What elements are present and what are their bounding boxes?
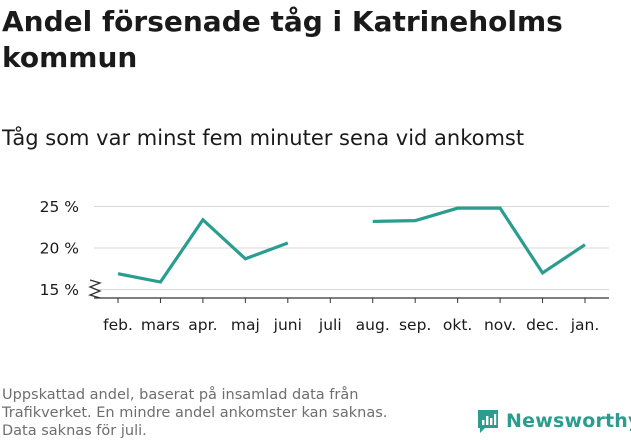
chart-title: Andel försenade tåg i Katrineholms kommu…: [2, 5, 563, 74]
brand-name: Newsworthy: [506, 410, 631, 432]
x-tick-label: maj: [231, 316, 260, 334]
x-tick-label: apr.: [188, 316, 217, 334]
x-tick-label: feb.: [103, 316, 133, 334]
x-tick-label: dec.: [526, 316, 559, 334]
footer-line: Uppskattad andel, baserat på insamlad da…: [2, 387, 359, 403]
x-tick-label: nov.: [484, 316, 516, 334]
y-tick-label: 25 %: [40, 198, 79, 216]
newsworthy-logo-icon: [478, 410, 498, 433]
x-tick-label: sep.: [399, 316, 431, 334]
x-tick-label: okt.: [443, 316, 472, 334]
x-tick-label: juni: [273, 316, 302, 334]
footer-note: Uppskattad andel, baserat på insamlad da…: [2, 386, 442, 440]
x-tick-label: mars: [141, 316, 180, 334]
y-tick-label: 20 %: [40, 240, 79, 258]
footer-line: Data saknas för juli.: [2, 423, 147, 439]
brand-logo: Newsworthy: [476, 408, 631, 434]
x-tick-label: aug.: [356, 316, 390, 334]
chart-subtitle: Tåg som var minst fem minuter sena vid a…: [2, 126, 525, 150]
x-tick-label: jan.: [570, 316, 600, 334]
series-line: [372, 206, 586, 276]
footer-line: Trafikverket. En mindre andel ankomster …: [2, 405, 388, 421]
x-tick-label: juli: [318, 316, 342, 334]
y-tick-label: 15 %: [40, 281, 79, 299]
series-line: [117, 217, 289, 284]
axis-break-icon: [88, 279, 102, 299]
